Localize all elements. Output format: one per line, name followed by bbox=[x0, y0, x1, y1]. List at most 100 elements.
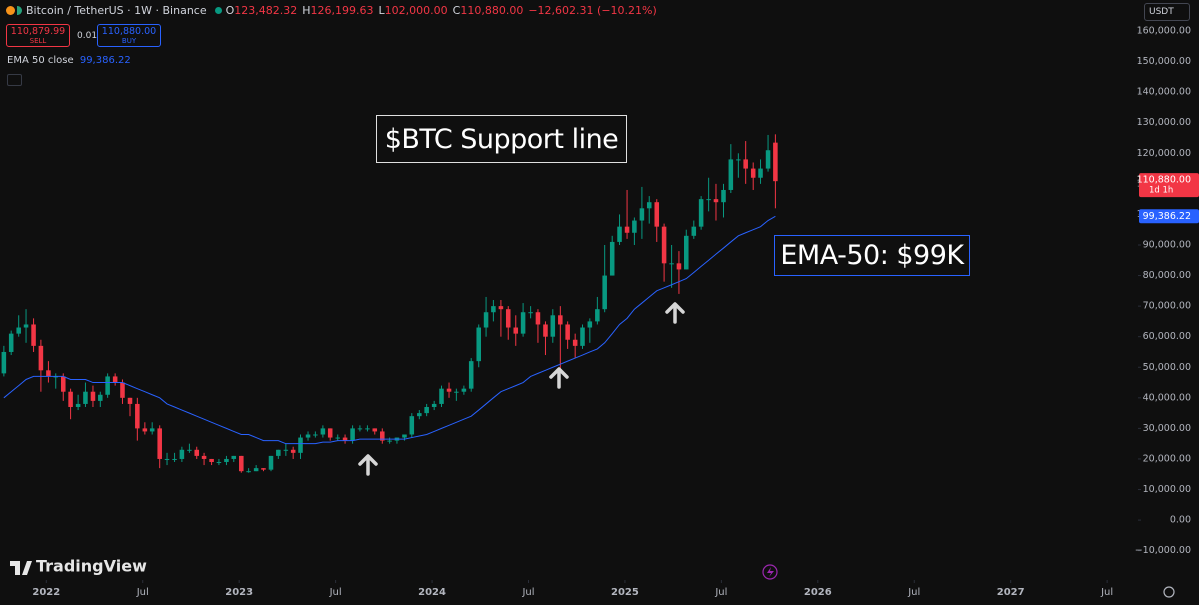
candle-body bbox=[231, 455, 237, 459]
candle-body bbox=[342, 437, 348, 441]
candle-body bbox=[743, 159, 748, 169]
x-tick-label: 2022 bbox=[32, 587, 60, 598]
x-tick-label: 2023 bbox=[225, 587, 253, 598]
candle-body bbox=[646, 202, 652, 209]
candle-body bbox=[683, 235, 689, 270]
candle-body bbox=[372, 428, 378, 432]
price-tag bbox=[1139, 173, 1199, 198]
candle-body bbox=[68, 391, 73, 407]
candle-body bbox=[216, 462, 222, 464]
legend-name: EMA 50 close bbox=[7, 55, 74, 66]
x-tick-label: Jul bbox=[714, 587, 727, 598]
candle-body bbox=[23, 324, 29, 328]
candle-body bbox=[728, 159, 734, 190]
legend-value: 99,386.22 bbox=[79, 55, 131, 66]
candle-body bbox=[157, 428, 162, 459]
candle-body bbox=[253, 468, 259, 472]
candle-body bbox=[357, 428, 363, 430]
candle-body bbox=[365, 428, 370, 430]
brand-logo bbox=[10, 561, 32, 575]
candle-body bbox=[602, 275, 607, 310]
y-tick-label: 130,000.00 bbox=[1137, 117, 1191, 128]
y-tick-label: 60,000.00 bbox=[1143, 331, 1191, 342]
price-tag-label: 99,386.22 bbox=[1143, 211, 1191, 222]
y-tick-label: 40,000.00 bbox=[1143, 392, 1191, 403]
arrow bbox=[549, 367, 569, 389]
candle-body bbox=[676, 263, 682, 270]
candle-body bbox=[276, 449, 281, 456]
candle-body bbox=[639, 208, 645, 221]
candle-body bbox=[476, 327, 482, 362]
candle-body bbox=[305, 434, 311, 438]
candle-body bbox=[595, 309, 600, 322]
coin-icon bbox=[6, 6, 15, 15]
candle-body bbox=[558, 315, 563, 325]
candle-body bbox=[550, 315, 556, 337]
candle-body bbox=[698, 199, 704, 227]
market-status bbox=[214, 7, 222, 14]
candle-body bbox=[298, 437, 303, 453]
buy-price: 110,880.00 bbox=[101, 26, 157, 37]
collapse-toggle[interactable] bbox=[7, 74, 22, 86]
candle-body bbox=[135, 403, 140, 429]
candle-body bbox=[268, 455, 274, 470]
event-icon-bolt bbox=[767, 567, 774, 577]
candle-body bbox=[313, 434, 318, 436]
y-tick-label: 0.00 bbox=[1170, 515, 1191, 526]
x-tick-label: Jul bbox=[521, 587, 534, 598]
candle-body bbox=[112, 376, 118, 383]
x-tick-label: Jul bbox=[329, 587, 342, 598]
price-tag bbox=[1139, 209, 1199, 224]
y-tick-label: −10,000.00 bbox=[1135, 545, 1191, 556]
symbol-header: Bitcoin / TetherUS · 1W · Binance O123,4… bbox=[6, 4, 657, 17]
candle-body bbox=[16, 327, 21, 334]
candle-body bbox=[609, 241, 615, 276]
candle-body bbox=[187, 449, 192, 451]
candle-body bbox=[491, 306, 496, 313]
candle-body bbox=[239, 455, 244, 472]
annotation: $BTC Support line bbox=[376, 115, 627, 163]
ohlc-key: L bbox=[378, 4, 385, 17]
currency-select[interactable]: USDT bbox=[1144, 3, 1190, 21]
y-tick-label: 160,000.00 bbox=[1137, 26, 1191, 37]
x-tick-label: Jul bbox=[1100, 587, 1113, 598]
candle-body bbox=[98, 394, 103, 401]
candle-body bbox=[142, 428, 148, 432]
candle-body bbox=[565, 324, 570, 340]
candle-body bbox=[350, 428, 355, 441]
candle-body bbox=[417, 413, 422, 417]
candle-body bbox=[505, 309, 511, 328]
indicator-legend: EMA 50 close 99,386.22 bbox=[7, 55, 131, 66]
candle-body bbox=[706, 199, 711, 201]
sell-price: 110,879.99 bbox=[10, 26, 66, 37]
candle-body bbox=[75, 403, 81, 407]
settings-icon[interactable] bbox=[1163, 586, 1175, 598]
candle-body bbox=[209, 458, 214, 463]
candle-body bbox=[520, 312, 526, 334]
symbol[interactable]: Bitcoin / TetherUS · 1W · Binance bbox=[26, 4, 207, 17]
candle-body bbox=[164, 458, 170, 460]
x-tick-label: 2025 bbox=[611, 587, 639, 598]
candle-body bbox=[632, 220, 637, 233]
buy-button[interactable]: 110,880.00 BUY bbox=[97, 24, 161, 47]
sell-button[interactable]: 110,879.99 SELL bbox=[6, 24, 70, 47]
candle-body bbox=[736, 159, 741, 161]
tether-icon bbox=[17, 6, 22, 15]
candle-body bbox=[750, 168, 756, 178]
candle-body bbox=[120, 382, 125, 398]
annotation: EMA-50: $99K bbox=[774, 235, 970, 276]
event-icon[interactable] bbox=[762, 564, 778, 580]
candle-body bbox=[38, 345, 44, 371]
y-tick-label: 150,000.00 bbox=[1137, 56, 1191, 67]
price-tag-note: 1d 1h bbox=[1149, 186, 1173, 196]
candle-body bbox=[498, 306, 504, 310]
candle-body bbox=[1, 351, 7, 374]
candle-body bbox=[194, 449, 200, 456]
candle-body bbox=[528, 312, 533, 314]
candle-body bbox=[424, 406, 429, 414]
candle-body bbox=[587, 321, 593, 328]
arrow bbox=[358, 454, 378, 476]
candle-body bbox=[335, 437, 341, 439]
y-tick-label: 140,000.00 bbox=[1137, 87, 1191, 98]
candle-body bbox=[387, 440, 392, 442]
